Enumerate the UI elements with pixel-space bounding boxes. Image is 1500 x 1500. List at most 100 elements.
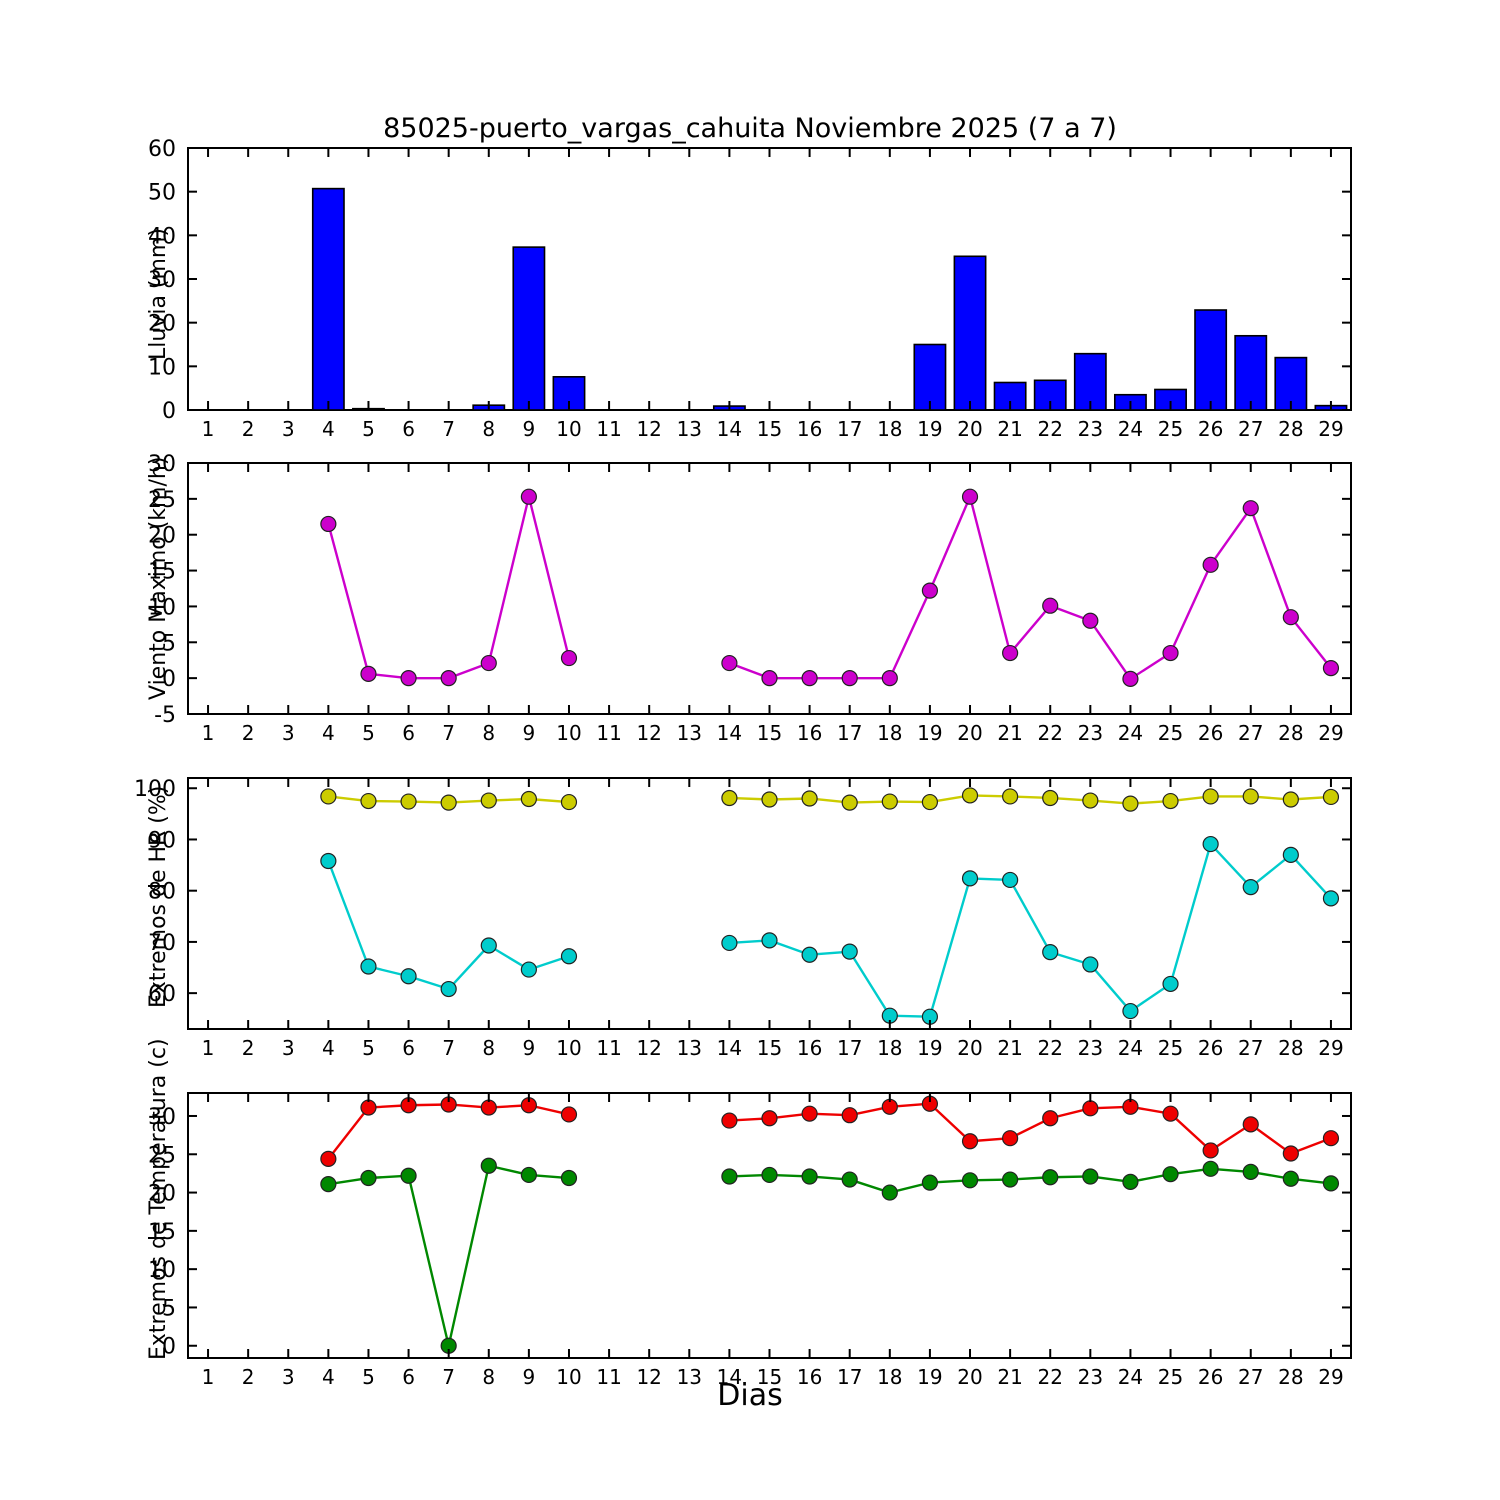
- point-hr-minima-day-26: [1202, 835, 1219, 853]
- point-temperatura-minima-day-7: [440, 1337, 457, 1354]
- x-tick-label-day-12: 12: [636, 721, 661, 745]
- x-tick-label-day-6: 6: [402, 417, 415, 441]
- x-tick-label-day-16: 16: [797, 417, 822, 441]
- point-temperatura-maxima-day-23: [1082, 1100, 1099, 1117]
- x-tick-label-day-2: 2: [242, 1036, 255, 1060]
- y-tick-label: -5: [154, 703, 176, 728]
- point-hr-minima-day-18: [881, 1007, 898, 1024]
- series-line-temperatura-minima: [728, 1167, 1333, 1194]
- point-hr-minima-day-20: [961, 870, 979, 887]
- y-tick-label: 30: [148, 452, 176, 477]
- x-tick-label-day-25: 25: [1158, 417, 1183, 441]
- point-hr-minima-day-15: [761, 932, 778, 949]
- x-tick-label-day-13: 13: [677, 1036, 702, 1060]
- point-hr-maxima-day-24: [1122, 795, 1139, 812]
- y-tick-label: 15: [148, 1220, 176, 1245]
- x-tick-label-day-7: 7: [442, 1036, 455, 1060]
- x-tick-label-day-19: 19: [917, 721, 942, 745]
- x-tick-label-day-7: 7: [442, 417, 455, 441]
- point-temperatura-minima-day-20: [961, 1172, 979, 1189]
- point-hr-minima-day-23: [1082, 956, 1099, 973]
- point-temperatura-minima-day-26: [1202, 1160, 1219, 1177]
- point-hr-maxima-day-5: [360, 792, 377, 810]
- x-tick-label-day-10: 10: [556, 721, 581, 745]
- y-tick-label: 90: [148, 828, 176, 853]
- point-temperatura-minima-day-19: [921, 1174, 939, 1191]
- x-tick-label-day-17: 17: [837, 417, 862, 441]
- point-temperatura-maxima-day-19: [921, 1095, 939, 1112]
- y-tick-label: 5: [162, 631, 176, 656]
- point-hr-maxima-day-4: [320, 788, 337, 805]
- y-tick-label: 100: [134, 777, 176, 802]
- point-temperatura-maxima-day-10: [560, 1106, 578, 1123]
- point-hr-maxima-day-7: [440, 794, 457, 811]
- point-temperatura-maxima-day-18: [881, 1098, 898, 1115]
- x-tick-label-day-22: 22: [1037, 417, 1062, 441]
- y-tick-label: 0: [162, 1335, 176, 1360]
- point-temperatura-minima-day-23: [1082, 1168, 1099, 1185]
- x-tick-label-day-18: 18: [877, 1036, 902, 1060]
- x-tick-label-day-19: 19: [917, 1036, 942, 1060]
- x-tick-label-day-4: 4: [322, 417, 335, 441]
- point-temperatura-maxima-day-20: [961, 1133, 979, 1150]
- point-temperatura-maxima-day-16: [801, 1105, 818, 1122]
- x-tick-label-day-1: 1: [202, 1036, 215, 1060]
- x-tick-label-day-5: 5: [362, 721, 375, 745]
- x-tick-label-day-28: 28: [1278, 721, 1303, 745]
- point-temperatura-minima-day-22: [1042, 1169, 1059, 1186]
- x-tick-label-day-2: 2: [242, 721, 255, 745]
- point-hr-maxima-day-22: [1042, 789, 1059, 807]
- point-viento-maximo-day-19: [921, 582, 939, 599]
- point-temperatura-minima-day-14: [721, 1168, 738, 1185]
- point-viento-maximo-day-21: [1002, 644, 1019, 662]
- point-temperatura-minima-day-29: [1322, 1175, 1340, 1192]
- x-tick-label-day-21: 21: [997, 417, 1022, 441]
- point-temperatura-minima-day-16: [801, 1168, 818, 1185]
- y-tick-label: 20: [148, 524, 176, 549]
- x-tick-label-day-27: 27: [1238, 417, 1263, 441]
- x-tick-label-day-15: 15: [757, 1036, 782, 1060]
- y-axis-label-panel-3: Extremos de Temperatura (c): [146, 1038, 171, 1360]
- x-tick-label-day-21: 21: [997, 1036, 1022, 1060]
- point-hr-minima-day-25: [1162, 975, 1179, 993]
- point-hr-maxima-day-20: [961, 787, 979, 804]
- x-tick-label-day-6: 6: [402, 1036, 415, 1060]
- x-tick-label-day-29: 29: [1318, 721, 1343, 745]
- x-tick-label-day-24: 24: [1118, 1036, 1143, 1060]
- point-hr-maxima-day-8: [480, 792, 497, 809]
- bar-day-23: [1073, 352, 1107, 411]
- point-hr-minima-day-9: [520, 961, 537, 978]
- point-hr-minima-day-28: [1282, 846, 1299, 863]
- bar-day-26: [1194, 309, 1228, 411]
- x-tick-label-day-18: 18: [877, 721, 902, 745]
- x-tick-label-day-16: 16: [797, 1036, 822, 1060]
- x-tick-label-day-29: 29: [1318, 417, 1343, 441]
- x-tick-label-day-8: 8: [482, 417, 495, 441]
- y-tick-label: 70: [148, 931, 176, 956]
- point-viento-maximo-day-10: [560, 649, 578, 667]
- point-hr-minima-day-21: [1002, 871, 1019, 889]
- point-temperatura-minima-day-8: [480, 1157, 497, 1174]
- x-tick-label-day-8: 8: [482, 1036, 495, 1060]
- x-tick-label-day-10: 10: [556, 1036, 581, 1060]
- bar-day-29: [1314, 404, 1348, 411]
- point-viento-maximo-day-15: [761, 670, 778, 687]
- x-tick-label-day-23: 23: [1078, 1036, 1103, 1060]
- plot-frame: [187, 777, 1352, 1030]
- y-tick-label: 25: [148, 488, 176, 513]
- point-viento-maximo-day-26: [1202, 556, 1219, 573]
- series-line-temperatura-minima: [327, 1164, 571, 1347]
- y-tick-label: 20: [148, 1182, 176, 1207]
- x-tick-label-day-26: 26: [1198, 721, 1223, 745]
- bar-day-28: [1274, 356, 1308, 411]
- x-tick-label-day-20: 20: [957, 417, 982, 441]
- x-axis-label: Dias: [717, 1378, 783, 1413]
- x-tick-label-day-16: 16: [797, 721, 822, 745]
- point-temperatura-maxima-day-26: [1202, 1142, 1219, 1159]
- point-hr-maxima-day-9: [520, 790, 537, 808]
- x-tick-label-day-15: 15: [757, 417, 782, 441]
